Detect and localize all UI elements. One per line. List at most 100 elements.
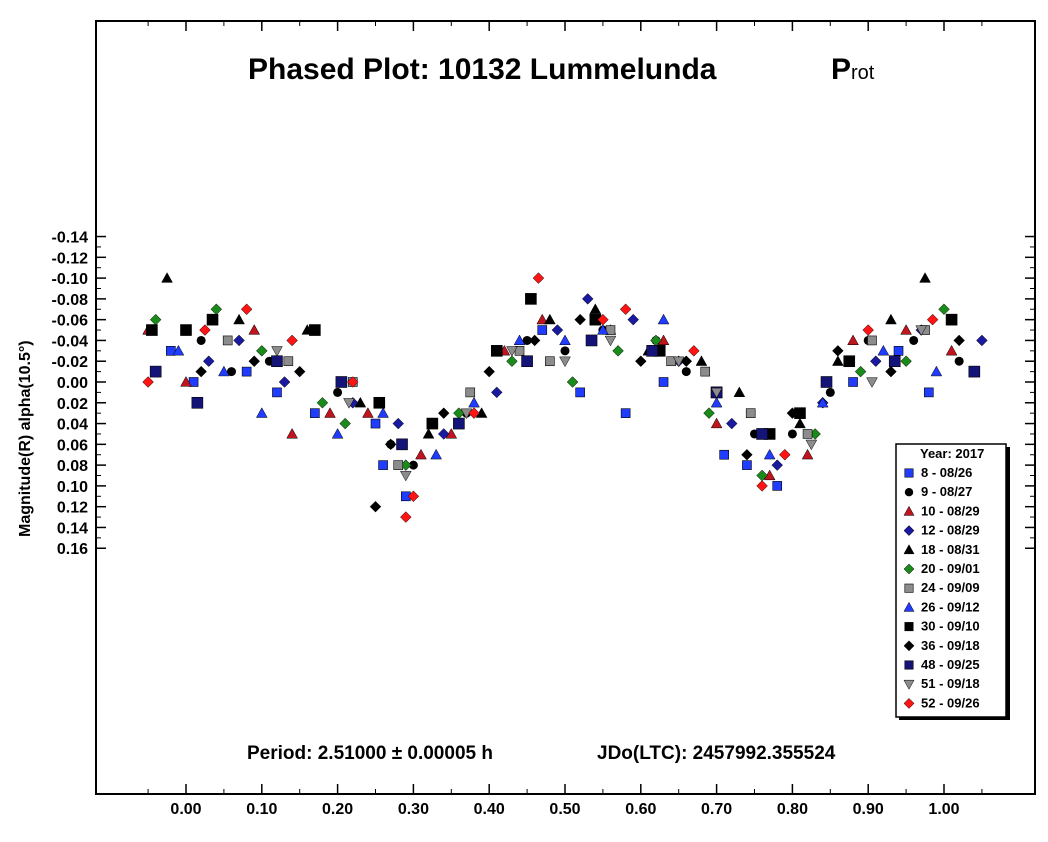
data-point (369, 500, 382, 513)
data-point (585, 334, 598, 347)
legend-marker (903, 525, 915, 536)
data-point (657, 313, 670, 325)
data-point (945, 344, 958, 356)
data-point (847, 334, 859, 346)
data-point (335, 376, 348, 388)
y-axis-label: Magnitude(R) alpha(10.5°) (17, 340, 34, 537)
data-point (545, 356, 555, 367)
data-point (536, 313, 549, 325)
data-point (465, 387, 476, 398)
data-point (233, 313, 245, 325)
legend-marker (904, 660, 914, 670)
data-point (551, 324, 564, 336)
legend-marker (904, 622, 914, 632)
data-point (703, 407, 715, 419)
data-point (142, 376, 154, 388)
chart-title-subscript: rot (851, 62, 875, 84)
x-tick-label: 0.00 (170, 801, 201, 818)
data-point (888, 355, 901, 368)
data-point (528, 334, 541, 347)
x-tick-label: 0.60 (625, 801, 656, 818)
data-point (233, 334, 245, 347)
data-point (426, 417, 439, 430)
legend-marker (903, 640, 915, 652)
data-point (146, 324, 158, 336)
data-point (384, 438, 397, 451)
data-point (316, 397, 329, 409)
data-point (560, 346, 570, 356)
data-point (248, 355, 260, 367)
y-tick-label: -0.06 (52, 313, 89, 330)
data-point (206, 313, 219, 326)
data-point (422, 428, 435, 439)
y-tick-label: 0.10 (57, 479, 88, 496)
legend-marker (903, 698, 915, 709)
data-point (272, 387, 282, 398)
data-point (373, 396, 386, 409)
data-point (378, 460, 388, 470)
legend-marker (903, 505, 915, 516)
data-point (370, 418, 381, 429)
data-point (396, 438, 408, 451)
legend-label: 26 - 09/12 (921, 599, 980, 614)
data-point (191, 396, 204, 409)
data-point (195, 365, 207, 378)
data-point (453, 417, 465, 430)
data-point (180, 324, 192, 336)
data-point (521, 355, 533, 368)
data-point (468, 396, 480, 408)
legend-marker (904, 583, 914, 593)
data-point (437, 428, 450, 440)
legend-label: 52 - 09/26 (921, 695, 980, 710)
data-point (522, 335, 532, 345)
period-label: Period: 2.51000 ± 0.00005 h (247, 743, 493, 764)
data-point (149, 365, 162, 378)
data-point (513, 334, 526, 346)
legend-label: 18 - 08/31 (921, 542, 980, 557)
data-point (745, 408, 756, 418)
data-point (347, 376, 359, 388)
data-point (506, 346, 518, 357)
data-point (848, 377, 858, 387)
data-point (286, 428, 298, 439)
data-point (672, 356, 685, 368)
data-point (681, 367, 691, 377)
legend-items: 8 - 08/26 9 - 08/27 10 - 08/29 12 - 08/29 18… (903, 465, 980, 710)
data-point (843, 355, 856, 368)
plot-frame (95, 20, 1036, 795)
data-point (909, 335, 919, 345)
data-point (954, 356, 964, 366)
data-point (286, 334, 298, 347)
data-point (945, 313, 958, 326)
legend-shadow-bottom (899, 717, 1010, 720)
data-point (241, 366, 252, 377)
y-tick-label: -0.12 (52, 250, 89, 267)
data-point (581, 293, 594, 305)
data-point (635, 355, 647, 367)
data-point (354, 396, 367, 408)
data-point (309, 324, 321, 336)
legend-label: 30 - 09/10 (921, 619, 980, 634)
data-point (392, 417, 404, 430)
data-point (283, 356, 294, 367)
legend-label: 20 - 09/01 (921, 561, 980, 576)
data-point (226, 367, 236, 377)
legend-label: 48 - 09/25 (921, 657, 980, 672)
y-tick-label: 0.08 (57, 458, 88, 475)
data-point (832, 345, 844, 357)
data-point (271, 355, 283, 368)
y-tick-label: 0.16 (57, 541, 88, 558)
legend-label: 12 - 08/29 (921, 523, 980, 538)
legend-shadow-right (1006, 447, 1010, 720)
x-axis: 0.00 0.10 0.20 0.30 0.40 0.50 0.60 0.70 0.80 0.90… (147, 21, 983, 818)
chart-title: Phased Plot: 10132 Lummelunda (248, 53, 717, 86)
data-point (930, 365, 943, 377)
data-point (926, 313, 939, 326)
data-point (862, 324, 874, 336)
legend-marker (903, 563, 915, 575)
data-point (399, 470, 412, 482)
data-point (566, 376, 579, 388)
data-point (377, 407, 389, 418)
data-point (756, 428, 768, 440)
